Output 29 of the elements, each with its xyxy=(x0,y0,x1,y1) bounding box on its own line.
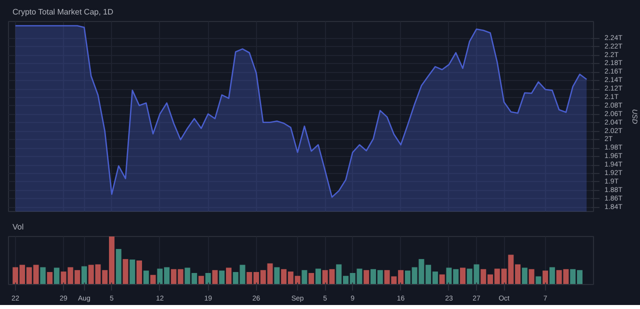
bar xyxy=(439,274,445,284)
bar xyxy=(116,248,122,284)
bar xyxy=(226,268,232,284)
bar xyxy=(81,266,87,284)
bar xyxy=(460,268,466,284)
bar xyxy=(205,272,211,284)
chart-title: Vol xyxy=(12,222,24,232)
bar xyxy=(549,267,555,284)
bar xyxy=(122,259,128,284)
bar xyxy=(54,268,60,284)
bar xyxy=(198,276,204,284)
bar xyxy=(308,272,314,284)
bar xyxy=(143,270,149,284)
bar xyxy=(219,270,225,284)
bar xyxy=(40,267,46,284)
bar xyxy=(47,272,53,284)
bar xyxy=(364,270,370,284)
bar xyxy=(150,274,156,284)
bar xyxy=(528,269,534,284)
bar xyxy=(136,260,142,284)
bar xyxy=(536,276,542,284)
bar xyxy=(212,270,218,284)
bar xyxy=(302,270,308,284)
bar xyxy=(274,267,280,284)
bar xyxy=(542,270,548,284)
chart-title: Crypto Total Market Cap, 1D xyxy=(12,8,114,16)
bar xyxy=(522,268,528,284)
bar xyxy=(315,268,321,284)
bar xyxy=(130,260,136,284)
